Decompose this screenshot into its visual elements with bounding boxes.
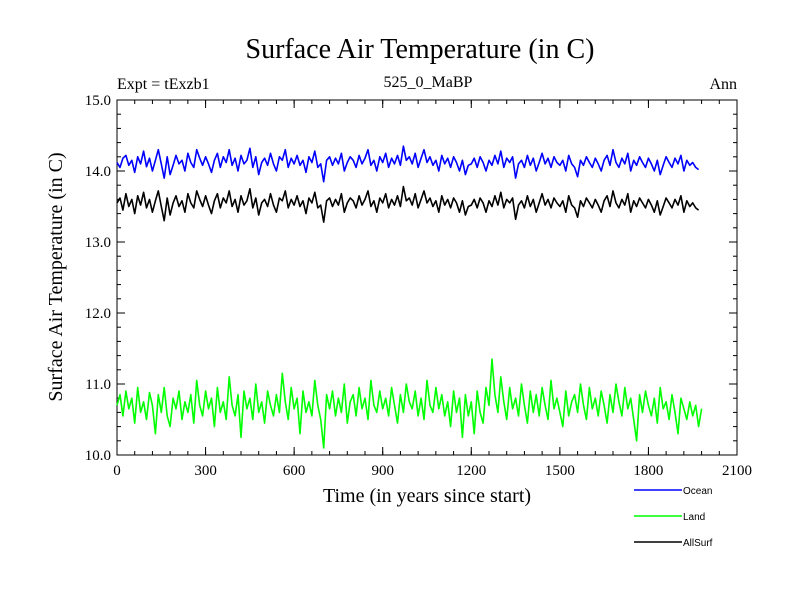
series-line-land <box>116 358 703 449</box>
axis-ticks: 10.0 11.0 12.0 13.0 14.0 15.0 0 300 600 900 1200 15… <box>85 93 752 479</box>
y-tick-label: 15.0 <box>85 93 111 109</box>
x-tick-label: 0 <box>113 463 121 479</box>
y-tick-label: 14.0 <box>85 164 111 180</box>
x-axis-label: Time (in years since start) <box>323 485 531 507</box>
x-tick-label: 300 <box>194 463 217 479</box>
y-axis-label: Surface Air Temperature (in C) <box>45 152 67 401</box>
legend: Ocean Land AllSurf <box>634 486 713 549</box>
chart-title: Surface Air Temperature (in C) <box>246 34 595 65</box>
x-tick-label: 600 <box>283 463 306 479</box>
series-line-ocean <box>116 145 700 183</box>
x-tick-label: 900 <box>371 463 394 479</box>
y-tick-label: 10.0 <box>85 448 111 464</box>
season-label: Ann <box>709 76 737 93</box>
experiment-label: Expt = tExzb1 <box>117 76 210 93</box>
x-tick-label: 1500 <box>545 463 575 479</box>
plot-frame <box>116 99 738 456</box>
y-tick-label: 11.0 <box>85 377 111 393</box>
legend-label-allsurf: AllSurf <box>683 538 713 549</box>
x-tick-label: 1800 <box>633 463 663 479</box>
x-tick-label: 1200 <box>456 463 486 479</box>
x-tick-label: 2100 <box>722 463 752 479</box>
y-tick-label: 12.0 <box>85 306 111 322</box>
period-label: 525_0_MaBP <box>384 74 473 91</box>
legend-label-land: Land <box>683 512 705 523</box>
series-layer <box>116 145 703 449</box>
y-tick-label: 13.0 <box>85 235 111 251</box>
series-line-allsurf <box>116 185 700 223</box>
legend-label-ocean: Ocean <box>683 486 712 497</box>
